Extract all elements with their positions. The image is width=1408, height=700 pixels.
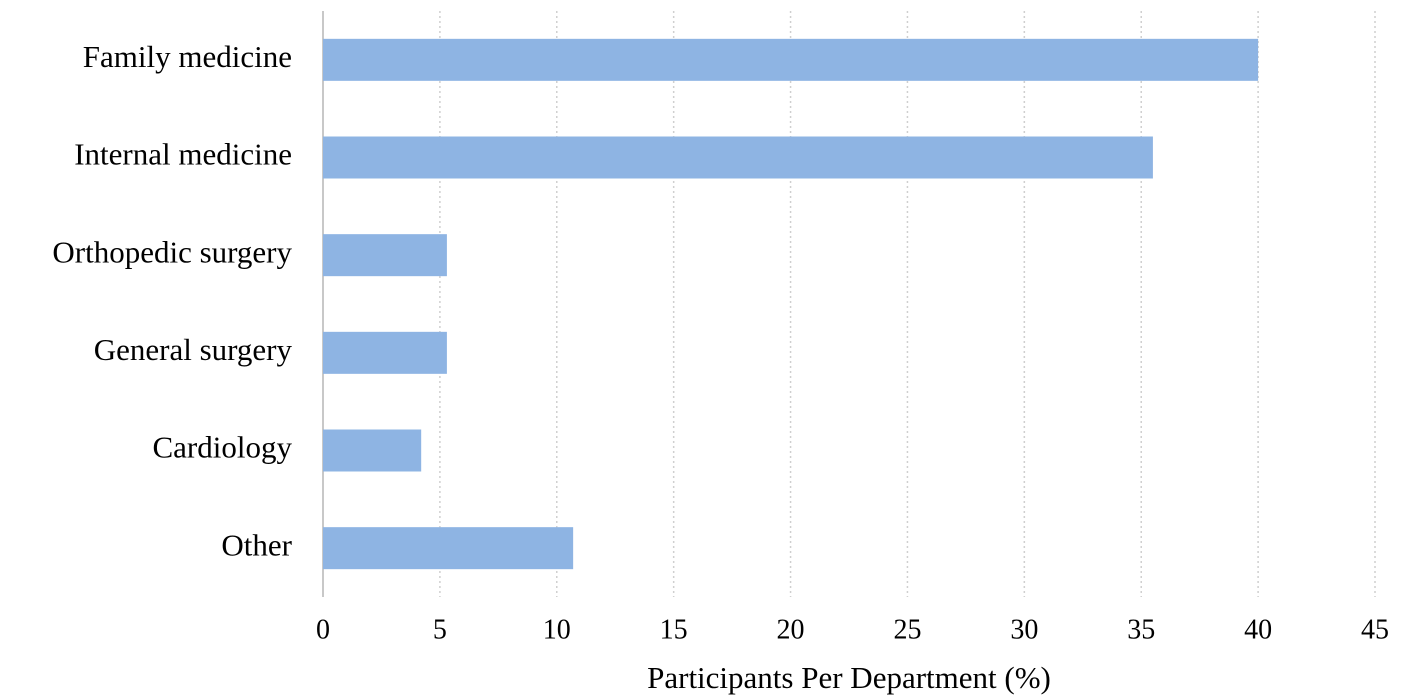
bar: [323, 234, 447, 277]
y-tick-label: Internal medicine: [74, 137, 292, 172]
bar: [323, 527, 574, 570]
x-tick-label: 30: [1010, 614, 1038, 645]
bar: [323, 429, 422, 472]
y-tick-label: Orthopedic surgery: [52, 234, 292, 269]
x-tick-label: 35: [1127, 614, 1155, 645]
x-tick-label: 5: [433, 614, 447, 645]
x-tick-label: 25: [893, 614, 921, 645]
y-tick-label: Family medicine: [83, 39, 292, 74]
x-tick-label: 15: [660, 614, 688, 645]
bar: [323, 331, 447, 374]
x-tick-label: 0: [316, 614, 330, 645]
y-tick-label: Cardiology: [153, 430, 293, 465]
bar: [323, 38, 1259, 81]
x-tick-label: 20: [777, 614, 805, 645]
x-tick-label: 10: [543, 614, 571, 645]
y-tick-label: Other: [221, 527, 292, 562]
bar: [323, 136, 1153, 179]
x-tick-label: 45: [1361, 614, 1389, 645]
x-axis-title: Participants Per Department (%): [647, 660, 1051, 695]
y-tick-label: General surgery: [94, 332, 293, 367]
x-tick-label: 40: [1244, 614, 1272, 645]
